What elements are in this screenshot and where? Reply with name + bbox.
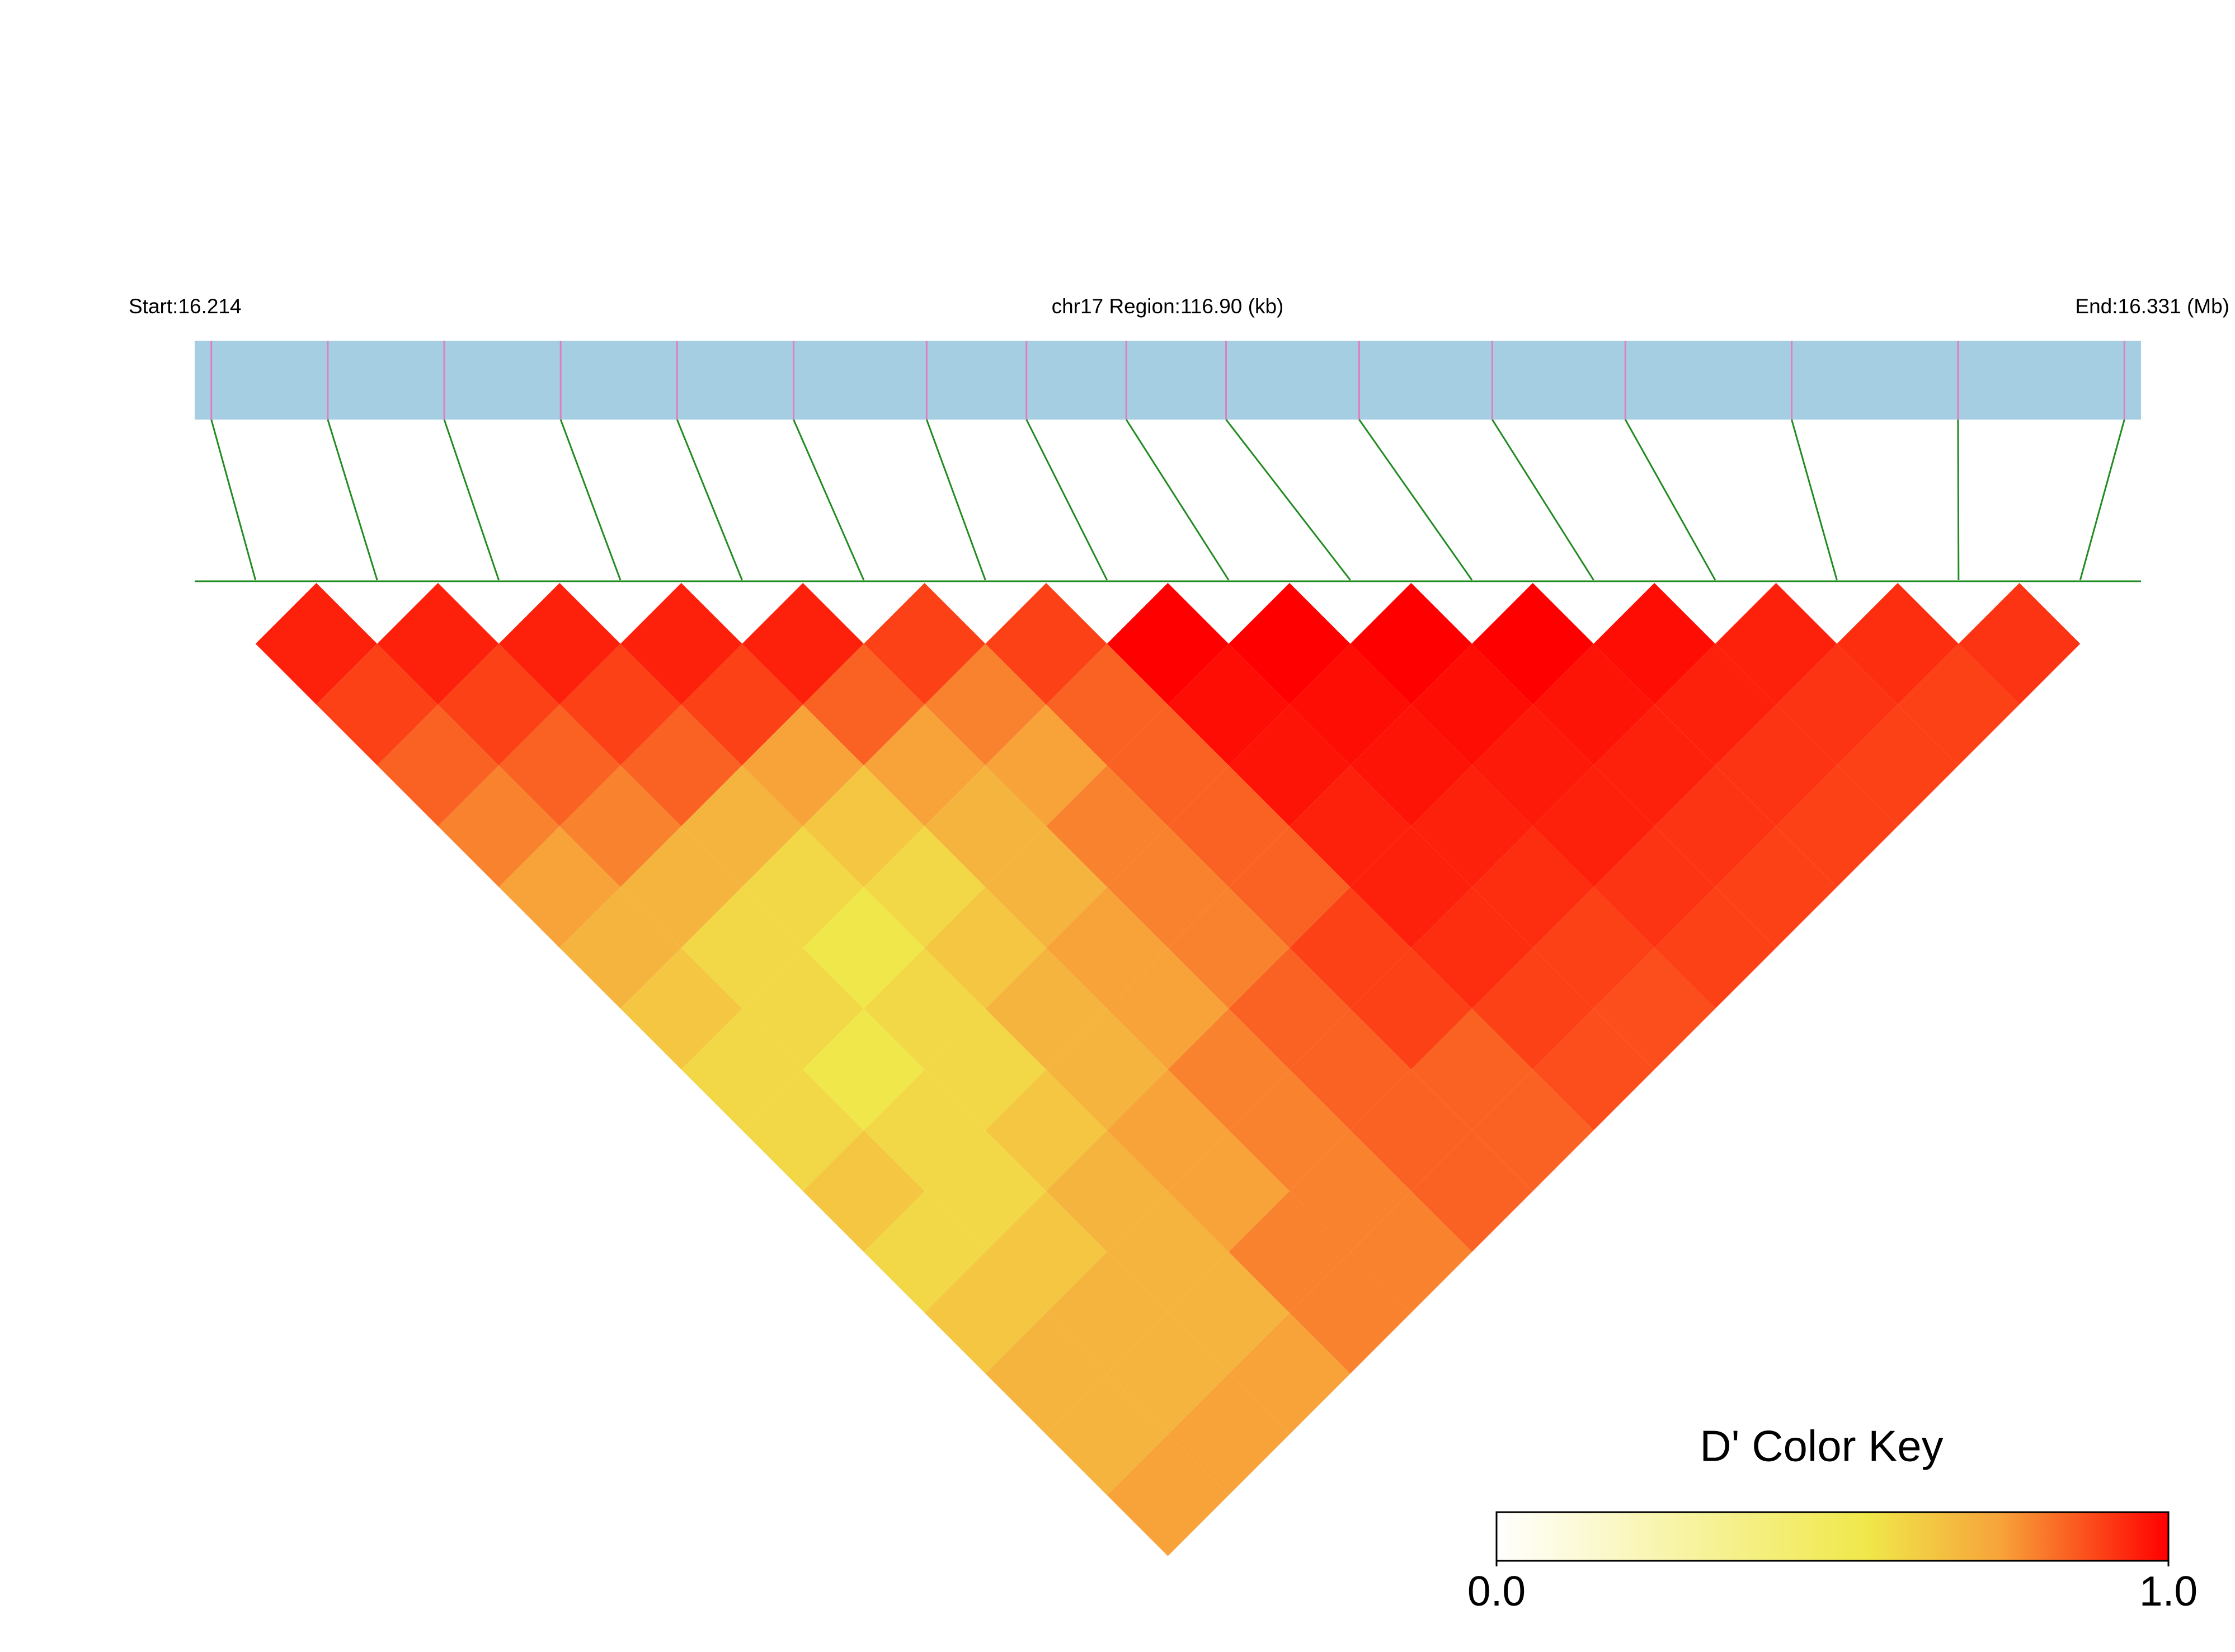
snp-link — [925, 419, 986, 581]
snp-link — [1358, 419, 1473, 581]
snp-link — [1125, 419, 1230, 581]
snp-link — [1791, 419, 1838, 581]
snp-link — [443, 419, 500, 581]
snp-link — [1025, 419, 1108, 581]
start-label: Start:16.214 — [129, 295, 242, 318]
snp-link — [2079, 419, 2125, 581]
snp-link — [793, 419, 865, 581]
snp-link — [327, 419, 378, 581]
snp-link — [1225, 419, 1351, 581]
snp-link — [1957, 419, 1960, 581]
color-key-label: 1.0 — [2139, 1568, 2198, 1615]
color-key-label: 0.0 — [1467, 1568, 1526, 1615]
chart-title: chr17 Region:116.90 (kb) — [1052, 295, 1284, 318]
ld-cell — [1958, 583, 2081, 705]
snp-link — [1491, 419, 1594, 581]
region-track — [195, 341, 2141, 420]
color-key — [1495, 1511, 2170, 1562]
snp-link — [559, 419, 622, 581]
snp-link — [1624, 419, 1716, 581]
legend-title: D' Color Key — [1700, 1422, 1943, 1471]
snp-link — [210, 419, 257, 581]
end-label: End:16.331 (Mb) — [2075, 295, 2229, 318]
snp-link — [676, 419, 743, 581]
